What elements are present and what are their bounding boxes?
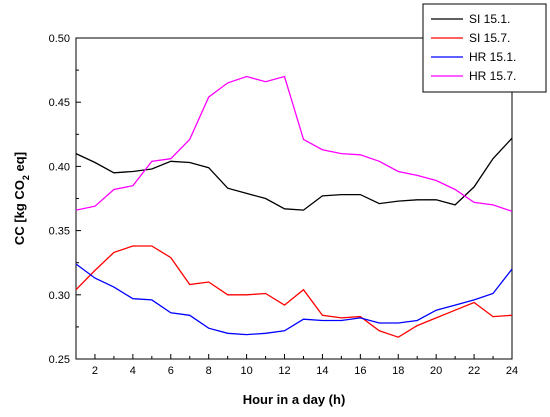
x-tick-label: 24 <box>506 365 518 377</box>
x-tick-label: 10 <box>240 365 252 377</box>
series-layer <box>75 75 513 338</box>
x-tick-label: 18 <box>392 365 404 377</box>
y-tick-label: 0.25 <box>49 354 70 366</box>
x-tick-label: 16 <box>354 365 366 377</box>
legend-label-4: HR 15.7. <box>469 69 516 83</box>
series-line-2 <box>75 245 513 338</box>
y-tick-label: 0.30 <box>49 290 70 302</box>
legend-label-3: HR 15.1. <box>469 50 516 64</box>
y-axis-title-subscript: 2 <box>21 175 31 180</box>
y-axis-ticks: 0.25 0.30 0.35 0.40 0.45 0.50 <box>49 33 81 366</box>
y-axis-title: CC [kg CO2 eq] <box>12 152 31 245</box>
x-tick-label: 12 <box>278 365 290 377</box>
legend: SI 15.1. SI 15.7. HR 15.1. HR 15.7. <box>422 3 547 93</box>
x-axis-title: Hour in a day (h) <box>243 392 346 407</box>
series-line-3 <box>75 263 513 336</box>
x-tick-label: 20 <box>430 365 442 377</box>
x-tick-label: 8 <box>206 365 212 377</box>
y-axis-title-prefix: CC [kg CO <box>12 180 27 245</box>
x-tick-label: 22 <box>468 365 480 377</box>
x-tick-label: 14 <box>316 365 328 377</box>
y-tick-label: 0.35 <box>49 226 70 238</box>
y-axis-title-suffix: eq] <box>12 152 27 175</box>
y-tick-label: 0.40 <box>49 161 70 173</box>
legend-label-1: SI 15.1. <box>469 12 510 26</box>
x-tick-label: 6 <box>168 365 174 377</box>
y-tick-label: 0.50 <box>49 33 70 45</box>
x-tick-label: 2 <box>92 365 98 377</box>
x-tick-label: 4 <box>130 365 136 377</box>
series-line-4 <box>75 75 513 212</box>
x-axis-ticks: 2 4 6 8 10 12 14 16 18 20 22 24 <box>75 354 518 377</box>
legend-label-2: SI 15.7. <box>469 31 510 45</box>
series-line-1 <box>75 137 513 211</box>
y-tick-label: 0.45 <box>49 97 70 109</box>
